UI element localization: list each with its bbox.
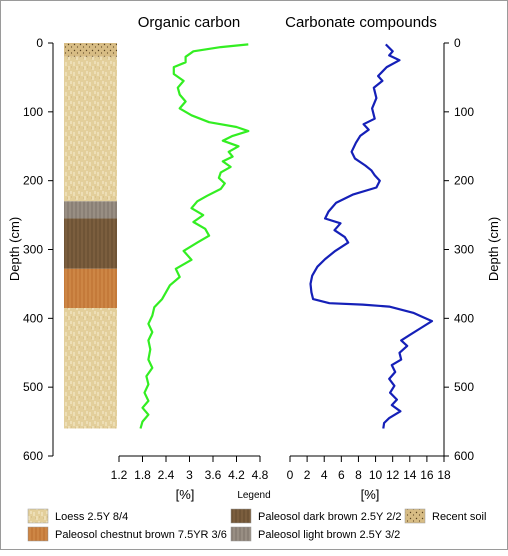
depth-tick-label-left: 400 bbox=[23, 311, 43, 325]
depth-tick-label-left: 0 bbox=[36, 36, 43, 50]
soil-profile-column bbox=[64, 43, 117, 429]
x-tick-label: 4.2 bbox=[228, 468, 245, 482]
legend-swatch bbox=[27, 526, 49, 542]
depth-tick-label-right: 500 bbox=[454, 380, 474, 394]
legend-label: Loess 2.5Y 8/4 bbox=[55, 511, 128, 523]
profile-layer bbox=[64, 268, 117, 309]
profile-layer bbox=[64, 43, 117, 57]
legend-title: Legend bbox=[237, 490, 270, 501]
x-tick-label: 8 bbox=[355, 468, 362, 482]
series bbox=[139, 43, 434, 429]
x-tick-label: 10 bbox=[369, 468, 383, 482]
legend-label: Paleosol dark brown 2.5Y 2/2 bbox=[258, 511, 402, 523]
legend: Loess 2.5Y 8/4 Paleosol dark brown 2.5Y 2… bbox=[27, 508, 486, 542]
x-tick-label: 14 bbox=[403, 468, 417, 482]
legend-label: Recent soil bbox=[432, 511, 486, 523]
organic-carbon-title: Organic carbon bbox=[138, 14, 241, 31]
profile-layer bbox=[64, 218, 117, 269]
x-tick-label: 16 bbox=[420, 468, 434, 482]
organic-carbon-line bbox=[139, 43, 250, 429]
legend-label: Paleosol chestnut brown 7.5YR 3/6 bbox=[55, 529, 227, 541]
depth-tick-label-right: 100 bbox=[454, 105, 474, 119]
depth-tick-label-left: 200 bbox=[23, 174, 43, 188]
profile-layer bbox=[64, 308, 117, 429]
organic-carbon-x-label: [%] bbox=[176, 487, 195, 502]
legend-label: Paleosol light brown 2.5Y 3/2 bbox=[258, 529, 400, 541]
depth-tick-label-right: 0 bbox=[454, 36, 461, 50]
depth-tick-label-right: 300 bbox=[454, 243, 474, 257]
depth-tick-label-left: 300 bbox=[23, 243, 43, 257]
depth-tick-label-left: 100 bbox=[23, 105, 43, 119]
carbonate-title: Carbonate compounds bbox=[285, 14, 437, 31]
x-tick-label: 3 bbox=[186, 468, 193, 482]
x-tick-label: 6 bbox=[338, 468, 345, 482]
carbonate-line bbox=[309, 43, 434, 429]
x-tick-label: 0 bbox=[287, 468, 294, 482]
carbonate-x-label: [%] bbox=[361, 487, 380, 502]
depth-ticks: 0 0 100 100 200 200 300 300 400 400 500 500 600 600 bbox=[23, 36, 474, 463]
profile-layer bbox=[64, 56, 117, 202]
x-tick-label: 1.2 bbox=[111, 468, 128, 482]
legend-swatch bbox=[27, 508, 49, 524]
depth-axis-label-left: Depth (cm) bbox=[7, 217, 22, 281]
depth-tick-label-left: 500 bbox=[23, 380, 43, 394]
x-tick-label: 1.8 bbox=[134, 468, 151, 482]
x-tick-label: 4.8 bbox=[252, 468, 269, 482]
x-tick-label: 4 bbox=[321, 468, 328, 482]
x-tick-label: 12 bbox=[386, 468, 400, 482]
depth-tick-label-left: 600 bbox=[23, 449, 43, 463]
depth-tick-label-right: 400 bbox=[454, 311, 474, 325]
x-ticks: 1.2 1.8 2.4 3 3.6 4.2 4.8 0 2 4 6 8 10 12 14 16 18 bbox=[111, 456, 451, 482]
x-tick-label: 3.6 bbox=[205, 468, 222, 482]
legend-swatch bbox=[230, 526, 252, 542]
depth-axis-label-right: Depth (cm) bbox=[486, 217, 501, 281]
x-tick-label: 2 bbox=[304, 468, 311, 482]
legend-swatch bbox=[404, 508, 426, 524]
x-tick-label: 2.4 bbox=[158, 468, 175, 482]
legend-swatch bbox=[230, 508, 252, 524]
depth-tick-label-right: 200 bbox=[454, 174, 474, 188]
profile-layer bbox=[64, 201, 117, 219]
depth-tick-label-right: 600 bbox=[454, 449, 474, 463]
x-tick-label: 18 bbox=[437, 468, 451, 482]
